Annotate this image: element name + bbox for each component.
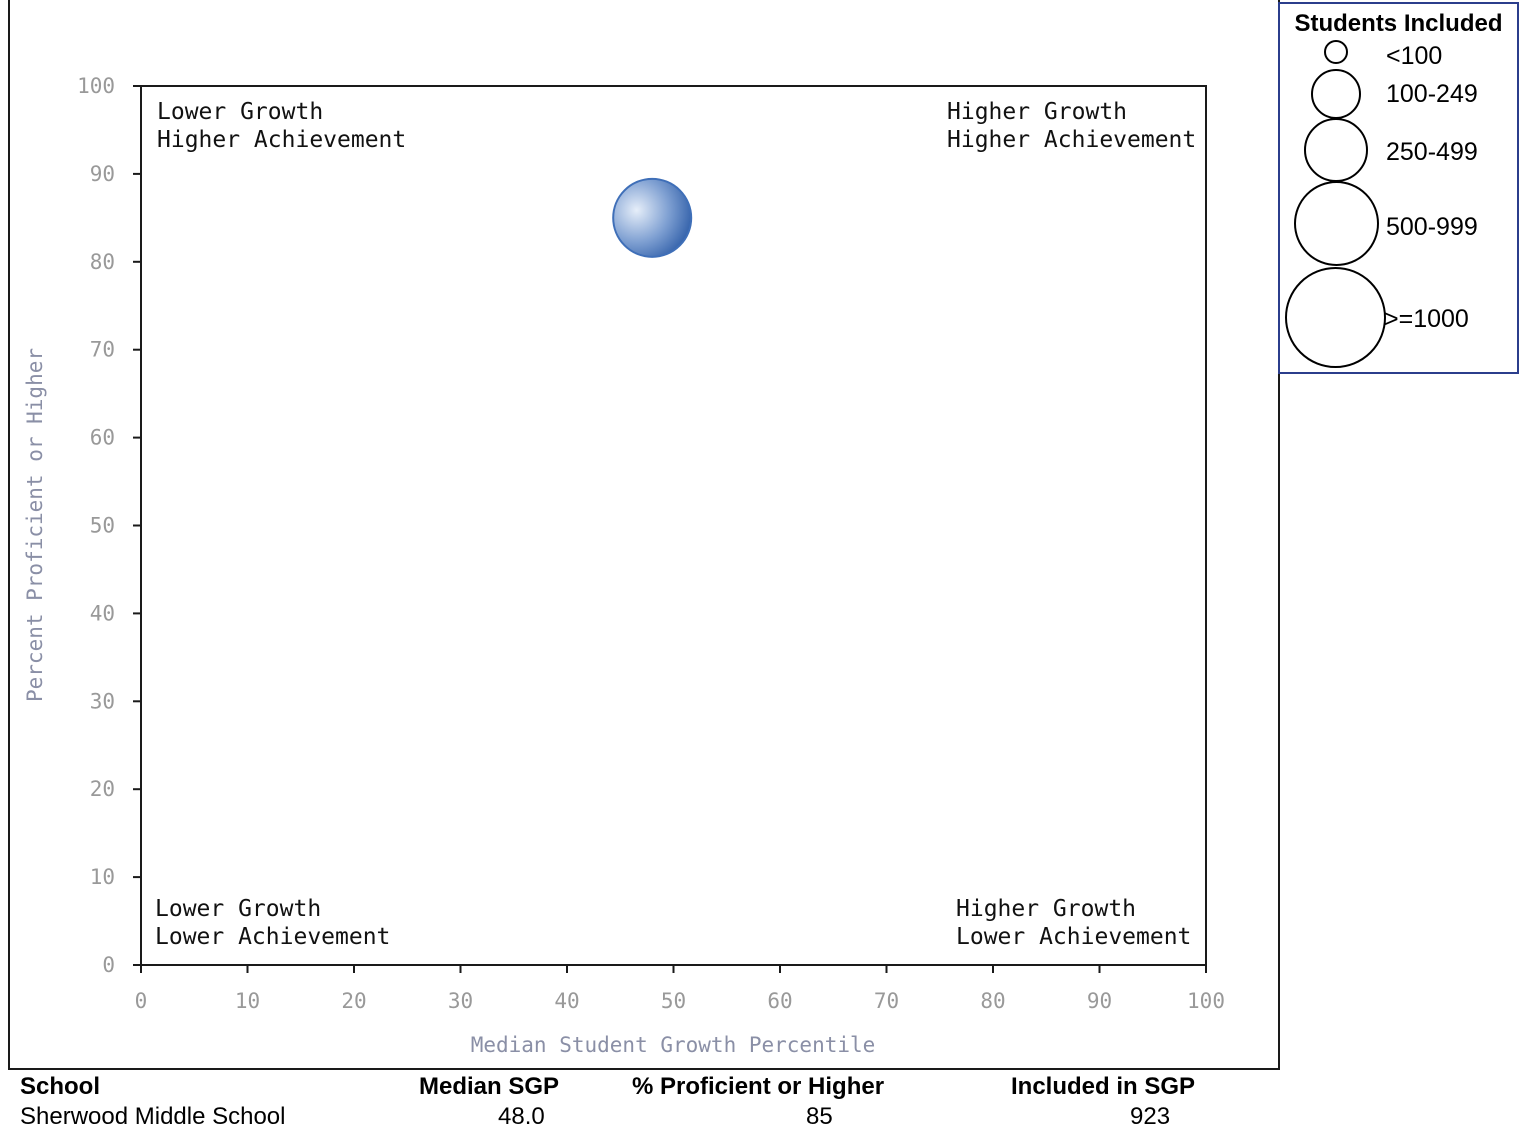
y-tick-label: 50 [90,514,115,538]
legend-circle-500-999 [1294,181,1379,266]
legend-circle-100-249 [1311,69,1361,119]
x-tick-label: 100 [1187,989,1225,1013]
y-tick-label: 80 [90,250,115,274]
y-tick-label: 20 [90,777,115,801]
y-tick-label: 70 [90,338,115,362]
table-header-school: School [20,1073,101,1100]
table-header-included-in-sgp: Included in SGP [1011,1073,1196,1100]
x-tick-label: 50 [661,989,686,1013]
quadrant-top-left-line1: Lower Growth [157,99,323,125]
quadrant-top-right-line2: Higher Achievement [947,127,1196,153]
legend: Students Included <100 100-249 250-499 5… [1278,2,1519,374]
x-tick-label: 60 [767,989,792,1013]
data-points [612,177,693,258]
y-tick-label: 100 [77,74,115,98]
y-tick-label: 40 [90,601,115,625]
y-tick-label: 90 [90,162,115,186]
quadrant-bottom-right-line1: Higher Growth [956,896,1136,922]
table-cell-median-sgp: 48.0 [498,1103,545,1130]
table-header-percent-proficient: % Proficient or Higher [632,1073,885,1100]
y-tick-label: 0 [102,953,115,977]
legend-circle-lt100 [1324,40,1348,64]
table-header-median-sgp: Median SGP [419,1073,560,1100]
x-tick-label: 70 [874,989,899,1013]
legend-label-100-249: 100-249 [1386,80,1478,108]
legend-label-gte1000: >=1000 [1384,305,1469,333]
legend-circle-gte1000 [1285,267,1386,368]
legend-title: Students Included [1294,10,1503,37]
x-tick-label: 10 [235,989,260,1013]
y-tick-label: 30 [90,689,115,713]
y-axis-title: Percent Proficient or Higher [23,348,47,702]
table-cell-percent-proficient: 85 [806,1103,833,1130]
x-tick-label: 20 [341,989,366,1013]
quadrant-top-left-line2: Higher Achievement [157,127,406,153]
legend-label-lt100: <100 [1386,42,1443,70]
y-axis: 0 10 20 30 40 50 60 70 80 90 100 [77,74,141,977]
x-tick-label: 90 [1087,989,1112,1013]
quadrant-bottom-left-line2: Lower Achievement [155,924,390,950]
quadrant-bottom-left-line1: Lower Growth [155,896,321,922]
y-tick-label: 10 [90,865,115,889]
table-cell-school: Sherwood Middle School [20,1103,286,1130]
quadrant-bottom-right-line2: Lower Achievement [956,924,1191,950]
x-axis: 0 10 20 30 40 50 60 70 80 90 100 [135,965,1225,1013]
legend-circle-250-499 [1304,118,1368,182]
chart-frame: 0 10 20 30 40 50 60 70 80 90 100 0 10 20 30 40 50 60 70 80… [8,0,1280,1070]
x-axis-title: Median Student Growth Percentile [471,1033,876,1057]
data-point-bubble [612,177,693,258]
x-tick-label: 30 [448,989,473,1013]
quadrant-top-right-line1: Higher Growth [947,99,1127,125]
legend-label-250-499: 250-499 [1386,138,1478,166]
legend-label-500-999: 500-999 [1386,213,1478,241]
x-tick-label: 80 [980,989,1005,1013]
x-tick-label: 40 [554,989,579,1013]
scatter-chart: 0 10 20 30 40 50 60 70 80 90 100 0 10 20 30 40 50 60 70 80… [23,74,1225,1057]
x-tick-label: 0 [135,989,148,1013]
table-cell-included-in-sgp: 923 [1130,1103,1171,1130]
y-tick-label: 60 [90,426,115,450]
